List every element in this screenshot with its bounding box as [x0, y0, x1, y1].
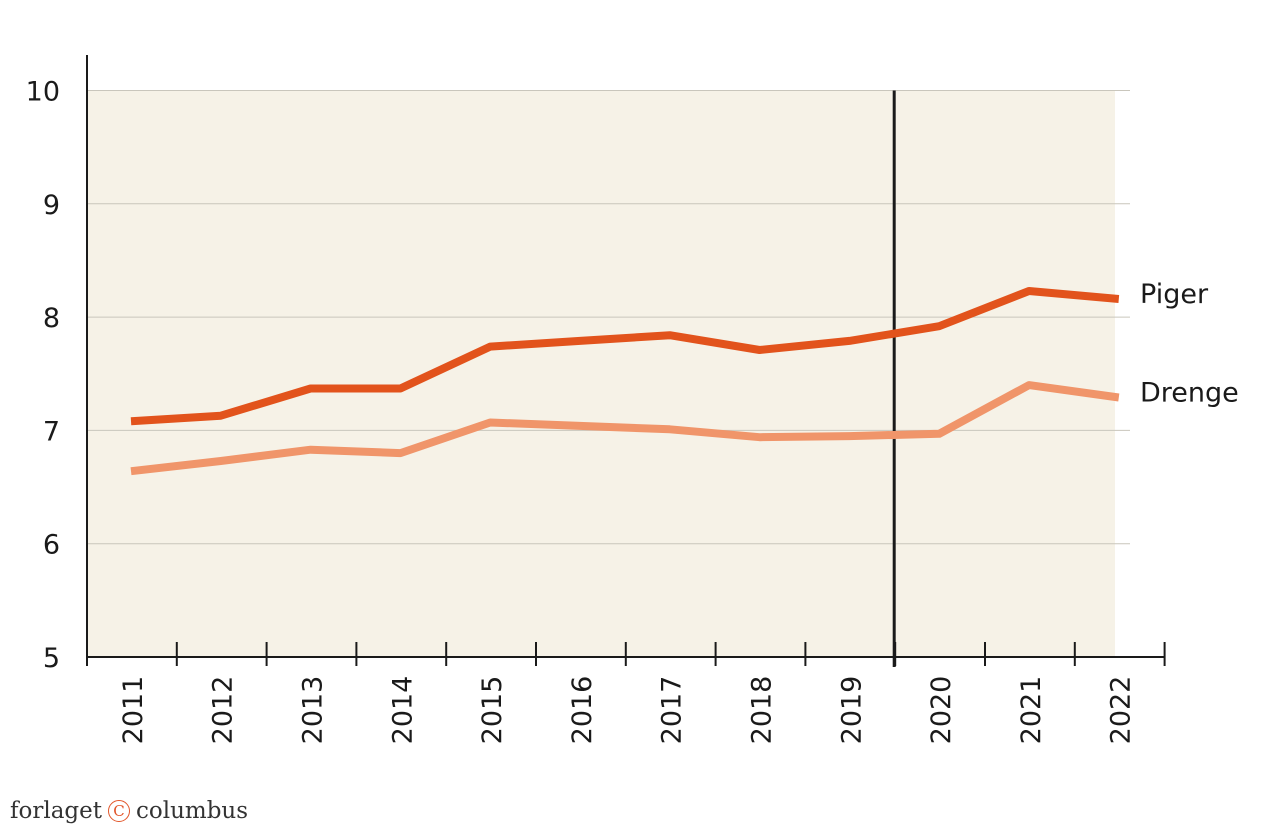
x-tick-label: 2013	[298, 676, 329, 745]
y-tick-labels: 5 6 7 8 9 10	[26, 77, 60, 675]
y-tick-label: 8	[43, 303, 60, 334]
y-tick-label: 5	[43, 643, 60, 674]
x-tick-label: 2018	[747, 676, 778, 745]
x-tick-label: 2015	[477, 676, 508, 745]
x-tick-label: 2019	[836, 676, 867, 745]
plot-background	[88, 90, 1115, 657]
line-chart: 5 6 7 8 9 10 2011 2012 2013 2014 2015 2016 2017 2018…	[26, 55, 1239, 745]
y-tick-label: 6	[43, 530, 60, 561]
x-tick-label: 2011	[118, 676, 149, 745]
gridlines	[87, 90, 1130, 545]
series-line-drenge	[130, 381, 1120, 476]
axes	[86, 55, 1166, 666]
series-label-piger: Piger	[1140, 279, 1209, 310]
series-label-drenge: Drenge	[1140, 378, 1239, 409]
copyright-icon: C	[108, 800, 130, 822]
x-tick-label: 2022	[1106, 676, 1137, 745]
series-labels: Piger Drenge	[1140, 279, 1239, 409]
series-lines	[130, 287, 1120, 476]
x-tick-label: 2017	[657, 676, 688, 745]
y-tick-label: 7	[43, 416, 60, 447]
x-tick-label: 2021	[1016, 676, 1047, 745]
publisher-logo: forlaget C columbus	[10, 798, 248, 824]
y-tick-label: 10	[26, 77, 60, 108]
x-tick-label: 2012	[208, 676, 239, 745]
publisher-name-left: forlaget	[10, 798, 102, 824]
x-tick-label: 2020	[926, 676, 957, 745]
series-line-piger	[130, 287, 1120, 426]
x-tick-label: 2014	[387, 676, 418, 745]
publisher-name-right: columbus	[136, 798, 249, 824]
x-tick-labels: 2011 2012 2013 2014 2015 2016 2017 2018 2019 2020…	[118, 676, 1137, 745]
x-tick-label: 2016	[567, 676, 598, 745]
y-tick-label: 9	[43, 190, 60, 221]
plot-area	[88, 90, 1115, 657]
